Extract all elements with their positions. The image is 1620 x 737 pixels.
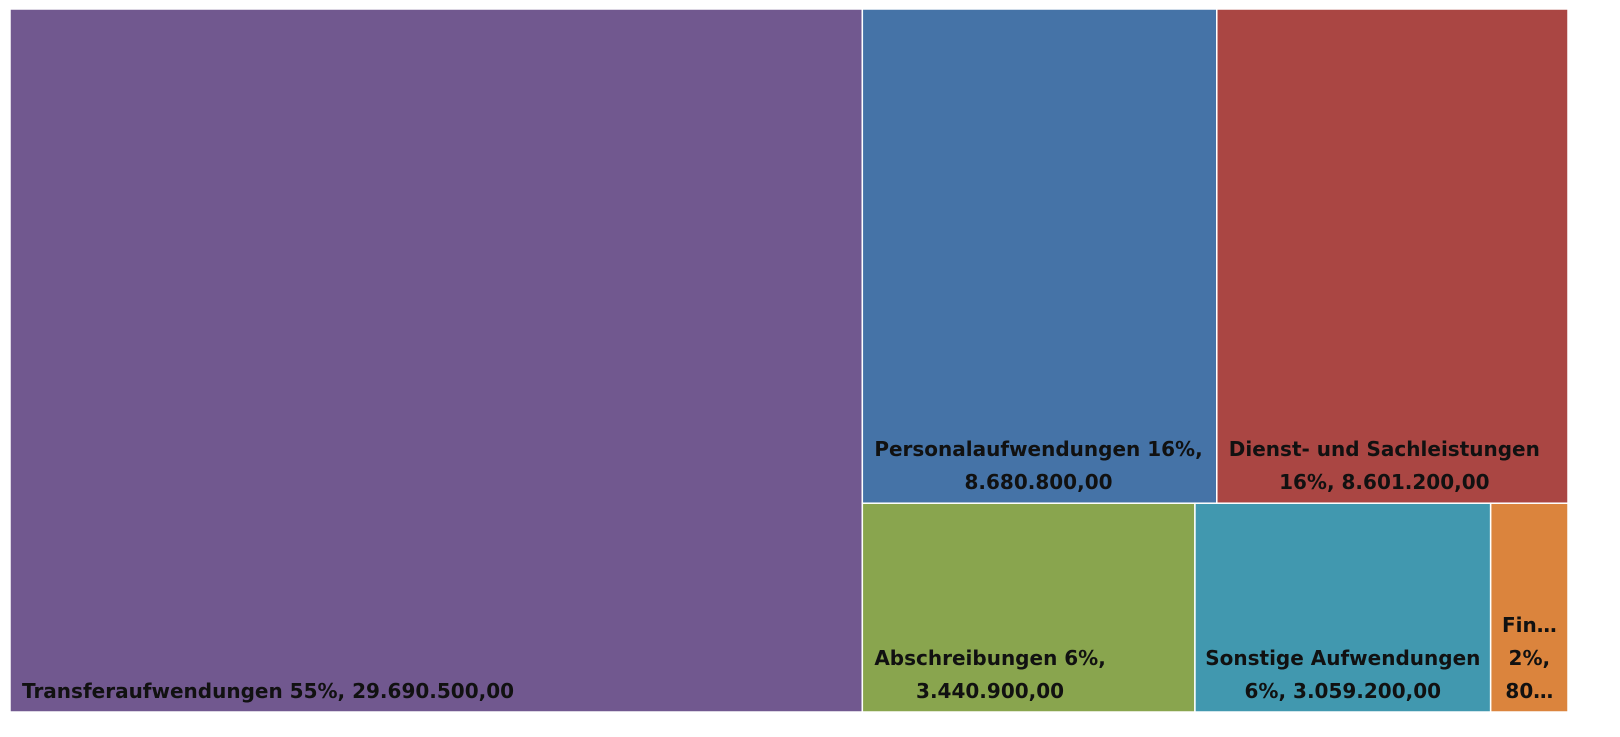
tile-label: 8.680.800,00 xyxy=(964,470,1112,494)
tile-label: 2%, xyxy=(1509,646,1551,670)
tile xyxy=(1216,8,1569,504)
tile xyxy=(1489,502,1569,713)
tile-label: Fin… xyxy=(1502,613,1557,637)
tile-label: Transferaufwendungen 55%, 29.690.500,00 xyxy=(22,679,514,703)
tile xyxy=(861,8,1218,504)
tile-label: 16%, 8.601.200,00 xyxy=(1279,470,1489,494)
tile-label: 6%, 3.059.200,00 xyxy=(1245,679,1442,703)
tile-label: 3.440.900,00 xyxy=(916,679,1064,703)
tile xyxy=(9,8,864,713)
tile-label: Sonstige Aufwendungen xyxy=(1205,646,1480,670)
tile xyxy=(1194,502,1492,713)
tile-label: 80… xyxy=(1505,679,1553,703)
tile-label: Personalaufwendungen 16%, xyxy=(874,437,1202,461)
tile-label: Abschreibungen 6%, xyxy=(874,646,1106,670)
tile-label: Dienst- und Sachleistungen xyxy=(1229,437,1540,461)
tile xyxy=(861,502,1196,713)
